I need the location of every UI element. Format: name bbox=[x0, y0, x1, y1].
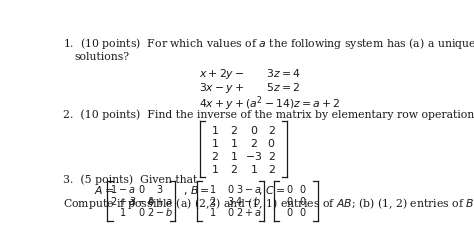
Text: $0$: $0$ bbox=[138, 183, 146, 195]
Text: $0$: $0$ bbox=[286, 183, 293, 195]
Text: $2$: $2$ bbox=[209, 195, 216, 207]
Text: $3-b$: $3-b$ bbox=[129, 195, 155, 207]
Text: $1$: $1$ bbox=[209, 183, 216, 195]
Text: 1.  (10 points)  For which values of $a$ the following system has (a) a unique, : 1. (10 points) For which values of $a$ t… bbox=[63, 36, 474, 51]
Text: $2-b$: $2-b$ bbox=[146, 206, 173, 218]
Text: $3$: $3$ bbox=[227, 195, 235, 207]
Text: $1$: $1$ bbox=[211, 163, 219, 175]
Text: $0$: $0$ bbox=[299, 206, 307, 218]
Text: $1$: $1$ bbox=[230, 137, 237, 149]
Text: $1$: $1$ bbox=[211, 137, 219, 149]
Text: $2$: $2$ bbox=[268, 124, 275, 136]
Text: $0$: $0$ bbox=[227, 206, 235, 218]
Text: $2+a$: $2+a$ bbox=[236, 206, 261, 218]
Text: $1$: $1$ bbox=[119, 206, 127, 218]
Text: 3.  (5 points)  Given that: 3. (5 points) Given that bbox=[63, 175, 197, 185]
Text: Compute if possible (a) (2,3) and (1, 1) entries of $AB$; (b) (1, 2) entries of : Compute if possible (a) (2,3) and (1, 1)… bbox=[63, 196, 474, 211]
Text: $3-a$: $3-a$ bbox=[236, 183, 261, 195]
Text: $,\,C=$: $,\,C=$ bbox=[258, 184, 284, 197]
Text: $0$: $0$ bbox=[267, 137, 276, 149]
Text: $0$: $0$ bbox=[299, 195, 307, 207]
Text: $1$: $1$ bbox=[211, 124, 219, 136]
Text: $4-b$: $4-b$ bbox=[236, 195, 261, 207]
Text: 2.  (10 points)  Find the inverse of the matrix by elementary row operations: 2. (10 points) Find the inverse of the m… bbox=[63, 109, 474, 120]
Text: $,\,B=$: $,\,B=$ bbox=[183, 184, 210, 197]
Text: $-3$: $-3$ bbox=[246, 150, 263, 162]
Text: $1$: $1$ bbox=[230, 150, 237, 162]
Text: $0$: $0$ bbox=[286, 195, 293, 207]
Text: $0$: $0$ bbox=[227, 183, 235, 195]
Text: $2$: $2$ bbox=[250, 137, 258, 149]
Text: $2$: $2$ bbox=[230, 163, 237, 175]
Text: $A=$: $A=$ bbox=[94, 184, 114, 196]
Text: $x + 2y -\qquad 3z = 4$: $x + 2y -\qquad 3z = 4$ bbox=[199, 67, 301, 81]
Text: $3x - y +\qquad 5z = 2$: $3x - y +\qquad 5z = 2$ bbox=[199, 81, 301, 95]
Text: $0$: $0$ bbox=[250, 124, 258, 136]
Text: solutions?: solutions? bbox=[74, 52, 129, 62]
Text: $1$: $1$ bbox=[250, 163, 258, 175]
Text: $4x + y + (a^2 - 14)z = a + 2$: $4x + y + (a^2 - 14)z = a + 2$ bbox=[199, 94, 340, 113]
Text: $2$: $2$ bbox=[230, 124, 237, 136]
Text: $1$: $1$ bbox=[209, 206, 216, 218]
Text: $0$: $0$ bbox=[286, 206, 293, 218]
Text: $4+a$: $4+a$ bbox=[147, 195, 172, 207]
Text: $2$: $2$ bbox=[268, 150, 275, 162]
Text: $2+a$: $2+a$ bbox=[110, 195, 136, 207]
Text: $3$: $3$ bbox=[156, 183, 163, 195]
Text: $0$: $0$ bbox=[299, 183, 307, 195]
Text: $2$: $2$ bbox=[268, 163, 275, 175]
Text: $2$: $2$ bbox=[211, 150, 219, 162]
Text: $0$: $0$ bbox=[138, 206, 146, 218]
Text: $1-a$: $1-a$ bbox=[110, 183, 136, 195]
